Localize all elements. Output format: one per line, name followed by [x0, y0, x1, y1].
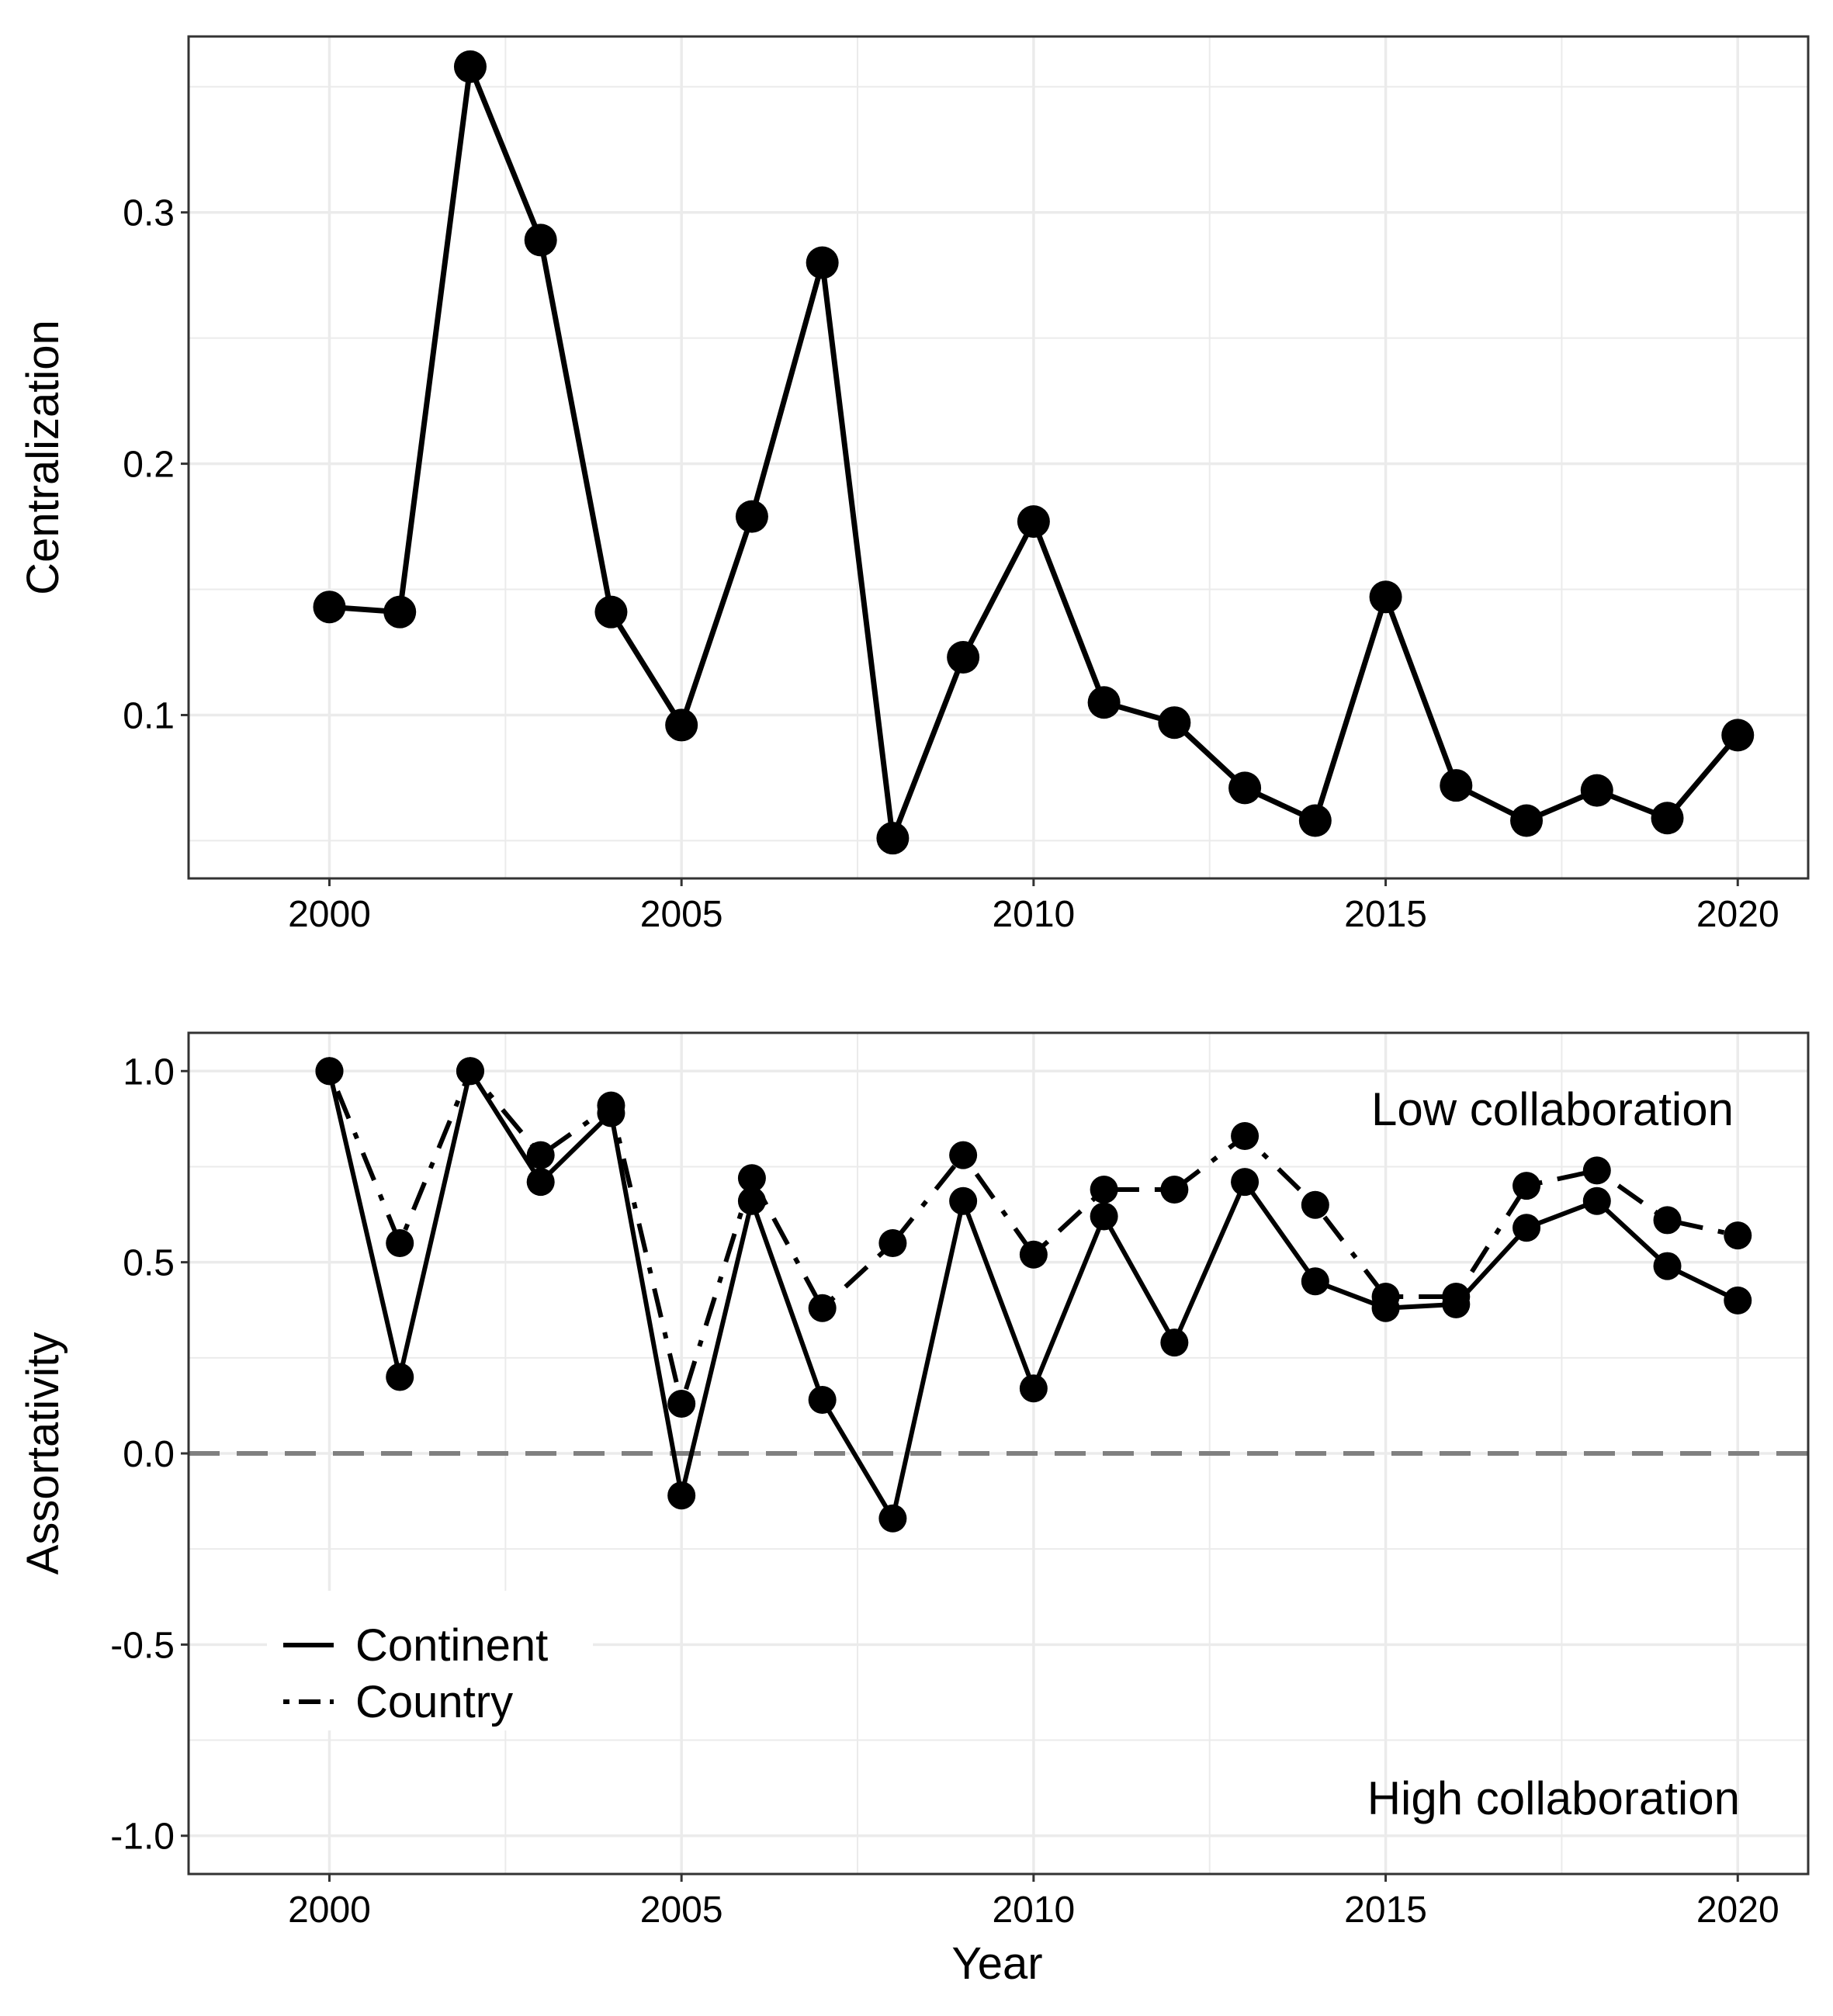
data-point-centralization — [1228, 771, 1262, 805]
data-point-centralization — [1369, 580, 1402, 614]
x-tick-label: 2015 — [1344, 1890, 1427, 1931]
data-point-centralization — [1721, 719, 1755, 752]
data-point-centralization — [1510, 804, 1544, 837]
data-point-country — [315, 1057, 344, 1086]
y-axis-label: Centralization — [18, 320, 68, 595]
data-point-continent — [737, 1186, 766, 1215]
data-point-country — [737, 1164, 766, 1193]
data-point-centralization — [383, 595, 417, 629]
data-point-continent — [1090, 1202, 1118, 1231]
data-point-country — [526, 1141, 555, 1169]
data-point-continent — [878, 1504, 907, 1533]
legend-background — [267, 1591, 593, 1730]
y-tick-label: 0.2 — [123, 445, 175, 486]
x-tick-label: 2015 — [1344, 894, 1427, 935]
data-point-country — [1301, 1190, 1329, 1219]
data-point-country — [1512, 1172, 1541, 1200]
x-tick-label: 2020 — [1696, 1890, 1779, 1931]
annotation-high-collaboration: High collaboration — [1367, 1772, 1740, 1824]
data-point-continent — [1160, 1328, 1189, 1357]
y-tick-label: 0.5 — [123, 1243, 175, 1284]
y-tick-label: -0.5 — [110, 1625, 175, 1666]
y-tick-label: -1.0 — [110, 1817, 175, 1858]
data-point-centralization — [806, 246, 839, 279]
data-point-continent — [667, 1481, 696, 1510]
data-point-country — [1231, 1122, 1260, 1151]
data-point-centralization — [947, 640, 980, 674]
data-point-country — [456, 1057, 484, 1086]
x-tick-label: 2005 — [640, 1890, 723, 1931]
data-point-country — [597, 1091, 625, 1120]
plot-background — [189, 36, 1808, 878]
data-point-continent — [1512, 1214, 1541, 1242]
data-point-continent — [1582, 1186, 1611, 1215]
y-tick-label: 0.1 — [123, 695, 175, 736]
data-point-centralization — [1580, 774, 1613, 807]
data-point-country — [1090, 1176, 1118, 1204]
data-point-continent — [1724, 1286, 1752, 1315]
data-point-country — [1019, 1240, 1048, 1269]
data-point-centralization — [594, 595, 628, 629]
legend: Continent Country — [267, 1591, 593, 1730]
data-point-country — [386, 1229, 414, 1257]
data-point-centralization — [1158, 706, 1191, 740]
x-axis-label: Year — [951, 1938, 1042, 1989]
data-point-country — [1582, 1156, 1611, 1185]
y-tick-label: 0.0 — [123, 1434, 175, 1475]
x-tick-label: 2020 — [1696, 894, 1779, 935]
data-point-centralization — [1298, 804, 1332, 837]
data-point-centralization — [524, 223, 557, 257]
data-point-country — [1724, 1221, 1752, 1250]
assortativity-panel: 2000 2005 2010 2015 2020 -1.0 -0.5 0.0 0.5 1.0 Ass… — [18, 1031, 1810, 1931]
legend-label-continent: Continent — [355, 1620, 548, 1671]
data-point-centralization — [313, 591, 346, 624]
data-point-centralization — [453, 50, 487, 83]
data-point-continent — [1301, 1267, 1329, 1296]
centralization-panel: 2000 2005 2010 2015 2020 0.1 0.2 0.3 Centralizat… — [18, 35, 1810, 935]
x-tick-label: 2005 — [640, 894, 723, 935]
plot-border — [187, 35, 1810, 880]
data-point-country — [1160, 1176, 1189, 1204]
data-point-centralization — [1440, 769, 1473, 802]
data-point-centralization — [1651, 802, 1684, 835]
data-point-continent — [1653, 1252, 1682, 1280]
data-point-continent — [386, 1363, 414, 1391]
data-point-centralization — [1017, 505, 1050, 539]
x-tick-label: 2000 — [288, 1890, 371, 1931]
data-point-continent — [1231, 1168, 1260, 1197]
data-point-continent — [808, 1386, 837, 1415]
x-tick-label: 2000 — [288, 894, 371, 935]
data-point-country — [949, 1141, 978, 1169]
data-point-country — [808, 1294, 837, 1322]
x-tick-label: 2010 — [992, 1890, 1075, 1931]
annotation-low-collaboration: Low collaboration — [1371, 1083, 1734, 1135]
data-point-country — [878, 1229, 907, 1257]
y-tick-label: 1.0 — [123, 1051, 175, 1093]
data-point-centralization — [1087, 686, 1121, 719]
data-point-country — [1653, 1206, 1682, 1235]
data-point-country — [1371, 1282, 1400, 1311]
data-point-centralization — [665, 708, 698, 742]
legend-label-country: Country — [355, 1677, 513, 1727]
data-point-continent — [526, 1168, 555, 1197]
y-axis-label: Assortativity — [18, 1332, 68, 1575]
data-point-country — [667, 1389, 696, 1418]
data-point-continent — [1019, 1374, 1048, 1403]
series-line-country — [327, 1069, 1738, 1406]
data-point-centralization — [735, 500, 768, 533]
data-point-country — [1442, 1282, 1471, 1311]
data-point-centralization — [876, 822, 910, 855]
y-tick-label: 0.3 — [123, 193, 175, 234]
x-tick-label: 2010 — [992, 894, 1075, 935]
data-point-continent — [949, 1186, 978, 1215]
